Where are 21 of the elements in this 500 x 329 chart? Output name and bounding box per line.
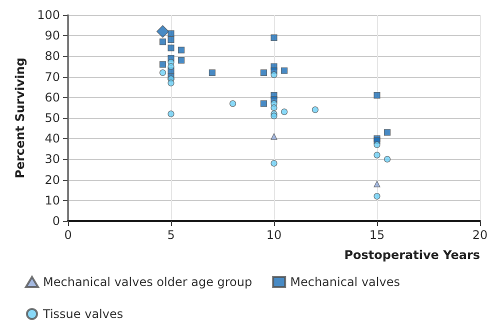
y-axis-title: Percent Surviving — [13, 58, 28, 178]
y-tick-label: 30 — [44, 152, 60, 166]
y-tick-label: 80 — [44, 49, 60, 64]
y-tick-label: 100 — [37, 8, 60, 22]
y-tick-label: 90 — [44, 28, 60, 43]
x-tick-label: 0 — [64, 228, 72, 242]
x-tick-label: 5 — [167, 228, 175, 242]
y-tick-label: 50 — [44, 111, 60, 125]
x-tick-label: 10 — [266, 228, 282, 242]
y-tick-label: 20 — [44, 172, 60, 187]
legend-label: Tissue valves — [42, 307, 124, 321]
y-tick-label: 40 — [44, 132, 60, 146]
legend-label: Mechanical valves older age group — [43, 275, 252, 289]
x-tick-label: 15 — [369, 228, 385, 242]
x-tick-label: 20 — [472, 228, 488, 242]
legend-label: Mechanical valves — [290, 275, 400, 289]
y-tick-label: 0 — [52, 214, 60, 228]
y-tick-label: 10 — [44, 193, 60, 208]
x-axis-title: Postoperative Years — [344, 248, 480, 262]
y-tick-label: 60 — [44, 90, 60, 104]
y-tick-label: 70 — [44, 70, 60, 84]
